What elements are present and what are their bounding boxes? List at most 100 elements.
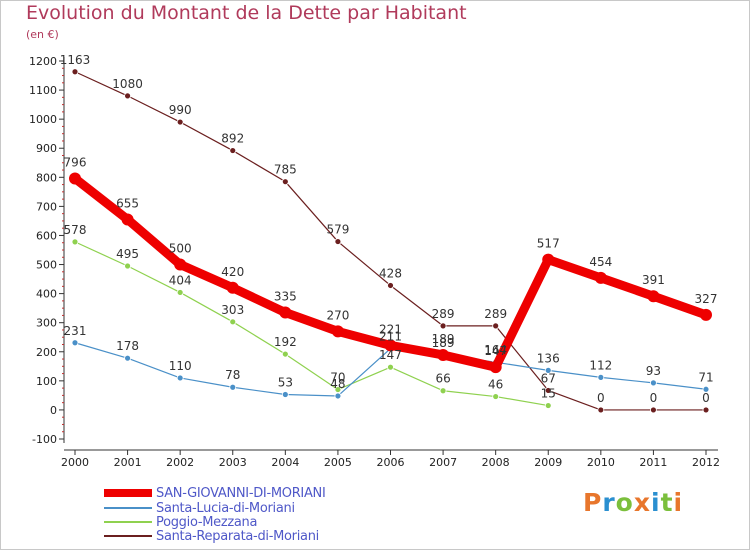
x-tick-label: 2004 <box>271 456 299 469</box>
series-lines <box>69 68 712 414</box>
data-point <box>597 406 605 414</box>
data-point <box>281 391 289 398</box>
data-label: 93 <box>646 364 661 378</box>
data-label: 0 <box>702 391 710 405</box>
x-tick-label: 2005 <box>324 456 352 469</box>
data-point <box>229 318 237 326</box>
data-label: 67 <box>541 371 556 385</box>
data-point <box>174 258 187 271</box>
data-label: 112 <box>589 358 612 372</box>
data-point <box>71 68 79 76</box>
data-point <box>597 373 605 381</box>
data-label: 578 <box>64 223 87 237</box>
y-tick-label: 200 <box>36 346 57 359</box>
data-label: 147 <box>379 348 402 362</box>
data-point <box>124 354 131 362</box>
data-point <box>542 253 555 266</box>
data-label: 303 <box>221 303 244 317</box>
legend-item: Poggio-Mezzana <box>104 514 258 530</box>
data-point <box>650 406 657 414</box>
data-point <box>176 118 184 126</box>
data-point <box>544 402 552 409</box>
data-point <box>439 387 447 395</box>
y-tick-label: 900 <box>36 142 57 155</box>
data-label: 990 <box>169 103 192 117</box>
data-label: 53 <box>278 376 293 390</box>
logo-letter: t <box>660 488 674 517</box>
chart-title: Evolution du Montant de la Dette par Hab… <box>26 2 467 24</box>
x-tick-label: 2007 <box>429 456 457 469</box>
data-label: 178 <box>116 339 139 353</box>
data-label: 454 <box>589 255 612 269</box>
data-label: 136 <box>537 351 560 365</box>
data-point <box>124 262 131 270</box>
legend-label: Poggio-Mezzana <box>156 514 258 530</box>
chart-axes: -100010020030040050060070080090010001100… <box>29 55 720 469</box>
legend-swatch <box>104 507 152 509</box>
data-label: 391 <box>642 273 665 287</box>
logo-letter: P <box>583 488 603 517</box>
logo-letter: r <box>602 488 616 517</box>
logo-letter: i <box>673 488 684 517</box>
y-tick-label: 600 <box>36 229 57 242</box>
data-label: 189 <box>432 332 455 346</box>
logo-letter: x <box>633 488 651 517</box>
data-point <box>334 238 342 245</box>
y-tick-label: 300 <box>36 317 57 330</box>
data-point <box>594 271 607 284</box>
data-point <box>176 374 184 382</box>
data-point <box>439 322 447 330</box>
data-point <box>387 282 394 289</box>
data-label: 270 <box>326 308 349 322</box>
x-tick-label: 2011 <box>639 456 667 469</box>
data-labels: 1163 1080 990 892 785 579 428 289 289 67 0 0 0 578 495… <box>60 53 718 405</box>
x-tick-label: 2001 <box>114 456 142 469</box>
y-tick-label: 0 <box>50 404 57 417</box>
legend-label: SAN-GIOVANNI-DI-MORIANI <box>156 485 326 501</box>
data-label: 147 <box>484 344 507 358</box>
data-label: 15 <box>541 387 556 401</box>
y-tick-label: 1000 <box>29 113 57 126</box>
data-label: 0 <box>597 391 605 405</box>
data-label: 211 <box>379 330 402 344</box>
y-tick-label: 400 <box>36 288 57 301</box>
data-point <box>176 289 184 296</box>
data-point <box>124 92 131 100</box>
data-point <box>226 281 239 294</box>
y-tick-label: 1200 <box>29 55 57 68</box>
data-point <box>702 385 710 393</box>
data-point <box>492 322 500 330</box>
legend-swatch <box>104 535 152 537</box>
legend-swatch <box>104 489 152 497</box>
data-point <box>334 392 342 400</box>
data-point <box>489 361 502 374</box>
legend-item: Santa-Lucia-di-Moriani <box>104 500 295 516</box>
data-label: 46 <box>488 378 503 392</box>
data-label: 500 <box>169 242 192 256</box>
data-label: 1163 <box>60 53 91 67</box>
data-point <box>384 339 397 352</box>
data-label: 48 <box>330 377 345 391</box>
x-tick-label: 2010 <box>587 456 615 469</box>
data-point <box>437 348 450 361</box>
data-label: 70 <box>330 371 345 385</box>
data-point <box>647 290 660 303</box>
data-label: 892 <box>221 132 244 146</box>
data-label: 335 <box>274 290 297 304</box>
data-label: 289 <box>432 307 455 321</box>
data-label: 785 <box>274 163 297 177</box>
y-tick-label: 100 <box>36 375 57 388</box>
legend-item: Santa-Reparata-di-Moriani <box>104 529 319 544</box>
data-point <box>281 178 289 186</box>
data-point <box>121 213 134 226</box>
data-point <box>229 383 237 391</box>
data-label: 1080 <box>112 77 143 91</box>
legend-label: Santa-Lucia-di-Moriani <box>156 500 295 516</box>
x-tick-label: 2003 <box>219 456 247 469</box>
data-label: 655 <box>116 196 139 210</box>
x-tick-label: 2000 <box>61 456 89 469</box>
data-point <box>71 238 79 246</box>
data-label: 192 <box>274 335 297 349</box>
data-point <box>69 172 81 185</box>
data-point <box>492 393 500 400</box>
